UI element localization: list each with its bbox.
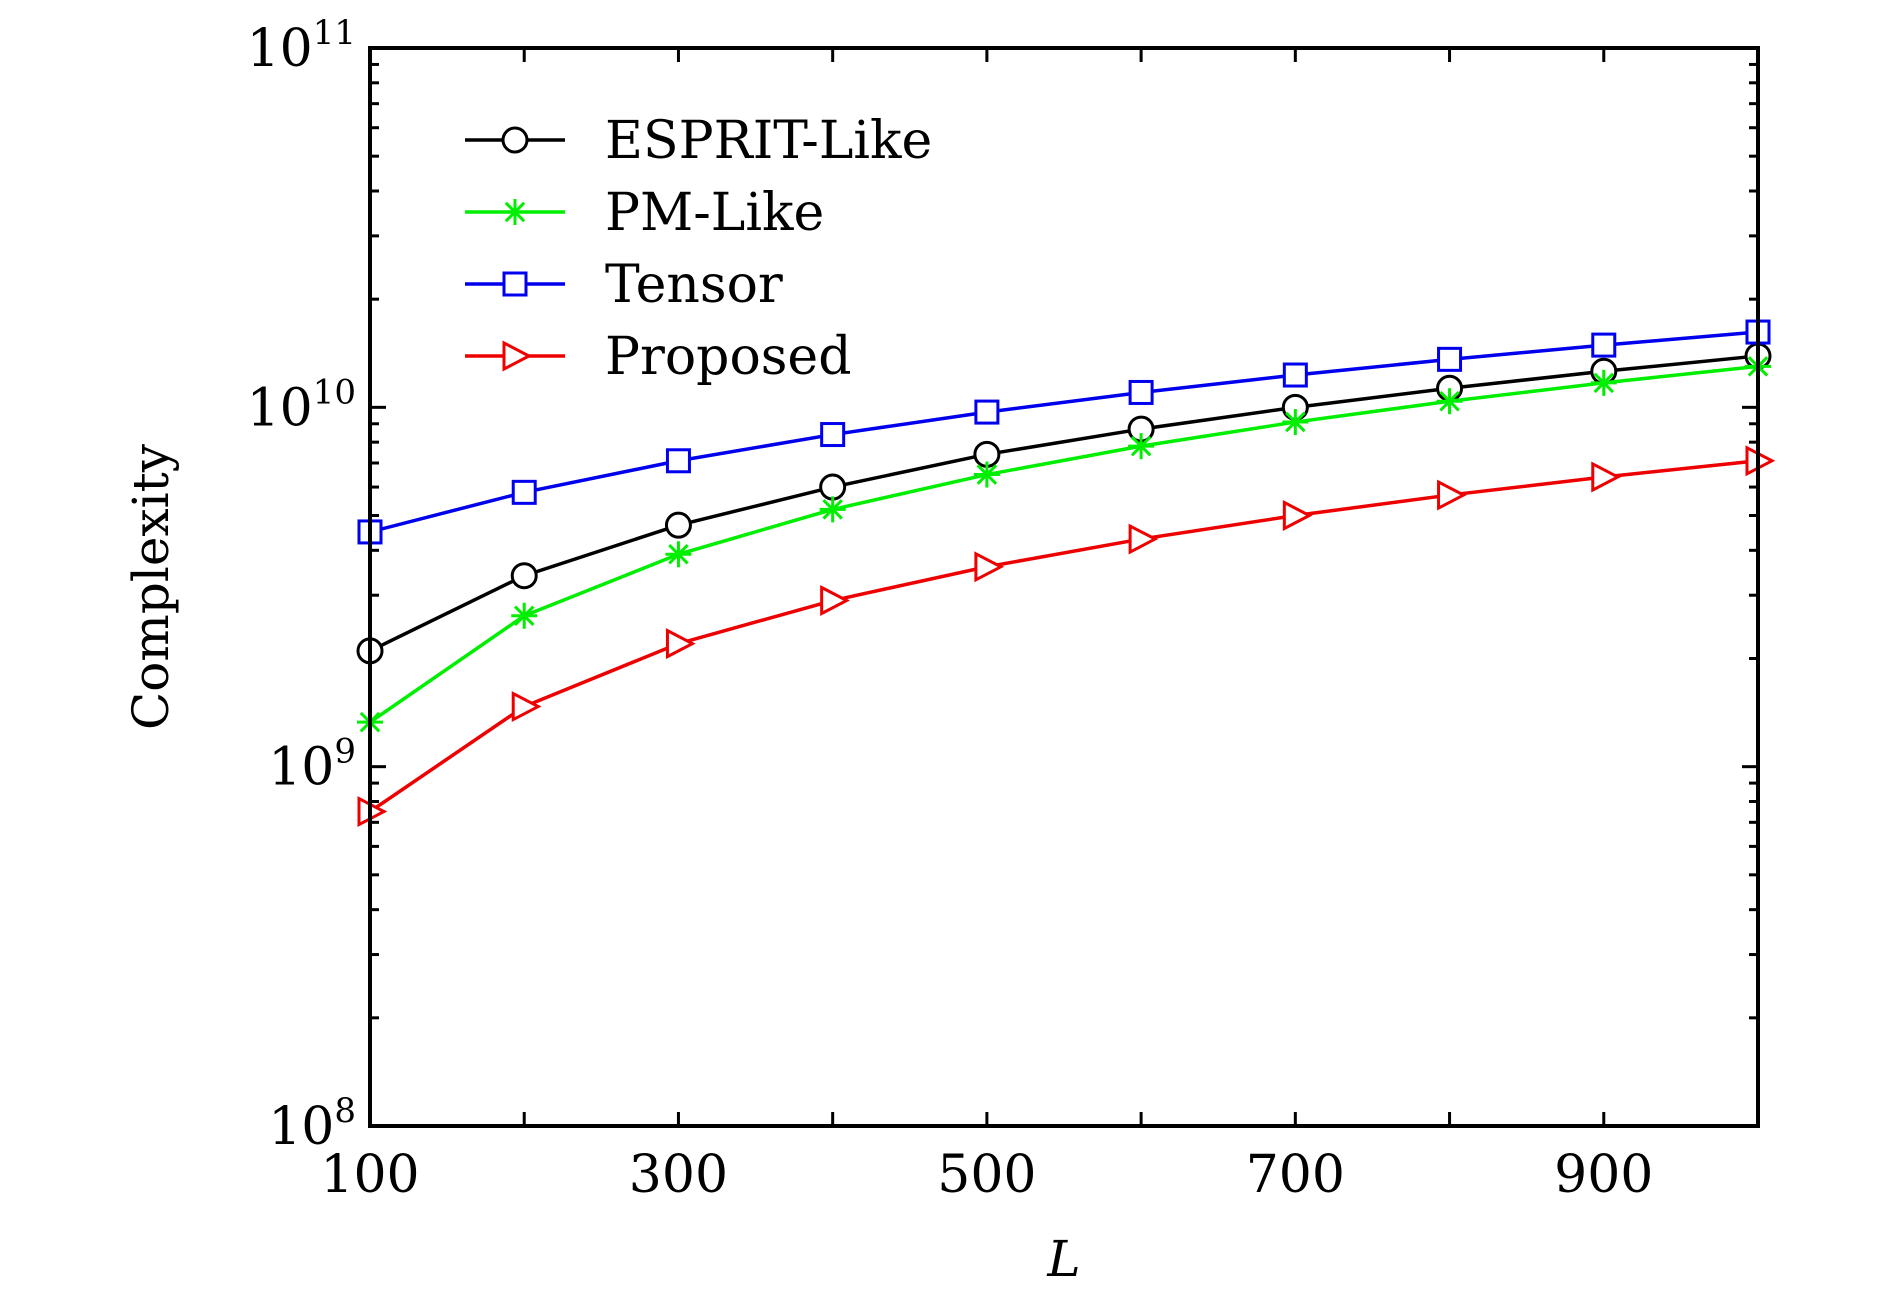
x-axis-label: L	[1046, 1230, 1080, 1288]
data-point-esprit-like	[819, 473, 847, 501]
y-tick-exponent: 8	[334, 1091, 356, 1131]
data-point-proposed	[820, 585, 850, 616]
legend-item-proposed: Proposed	[465, 327, 852, 387]
data-point-tensor	[1128, 379, 1154, 405]
series-esprit-like	[356, 342, 1772, 665]
series-line-tensor	[369, 330, 1759, 534]
data-point-pm-like	[819, 496, 846, 523]
data-point-proposed	[1128, 523, 1159, 555]
data-point-pm-like	[511, 602, 538, 629]
data-point-tensor	[1591, 332, 1617, 358]
legend-item-pm-like: PM-Like	[465, 183, 824, 243]
series-proposed	[357, 445, 1776, 828]
data-point-tensor	[820, 422, 846, 448]
y-tick-exponent: 10	[313, 372, 356, 412]
data-point-pm-like	[665, 541, 692, 568]
data-point-proposed	[1437, 479, 1467, 511]
data-point-tensor	[665, 448, 691, 474]
y-tick-exponent: 11	[313, 13, 356, 53]
asterisk-stroke	[504, 201, 526, 223]
legend-item-esprit-like: ESPRIT-Like	[465, 111, 932, 171]
axis-ticks	[368, 46, 1760, 1128]
legend-marker	[501, 126, 529, 154]
data-point-pm-like	[1128, 433, 1155, 460]
asterisk-stroke	[1439, 390, 1460, 412]
asterisk-stroke	[513, 605, 535, 627]
series-pm-like	[357, 353, 1771, 736]
series-layer	[356, 319, 1776, 828]
x-tick-label: 700	[1246, 1145, 1345, 1205]
asterisk-stroke	[1130, 435, 1152, 457]
asterisk-stroke	[1593, 372, 1615, 394]
series-line-esprit-like	[369, 354, 1759, 653]
data-point-tensor	[974, 399, 1000, 425]
data-point-proposed	[511, 691, 542, 723]
data-point-pm-like	[973, 461, 1000, 488]
legend-item-tensor: Tensor	[465, 255, 783, 315]
data-point-proposed	[974, 551, 1005, 583]
y-axis-label: Complexity	[122, 443, 180, 730]
data-point-tensor	[1282, 362, 1308, 388]
legend-marker	[502, 271, 528, 297]
data-point-proposed	[1282, 500, 1313, 531]
series-line-proposed	[369, 459, 1759, 814]
legend-label: ESPRIT-Like	[605, 111, 932, 171]
y-tick-base: 10	[247, 19, 313, 79]
legend-label: Tensor	[605, 255, 783, 315]
data-point-tensor	[511, 479, 537, 505]
y-tick-label: 108	[268, 1091, 356, 1157]
asterisk-stroke	[668, 544, 689, 565]
asterisk-stroke	[1285, 411, 1306, 433]
data-point-proposed	[665, 628, 696, 660]
legend-marker	[502, 199, 528, 225]
data-point-esprit-like	[510, 562, 538, 590]
data-point-esprit-like	[664, 511, 692, 539]
y-tick-base: 10	[268, 738, 334, 798]
x-tick-label: 100	[320, 1145, 419, 1205]
legend-label: PM-Like	[605, 183, 824, 243]
legend-marker	[502, 340, 533, 372]
data-point-tensor	[1437, 346, 1463, 372]
y-tick-exponent: 9	[334, 732, 356, 772]
data-point-pm-like	[1436, 388, 1463, 415]
plot-frame	[368, 46, 1760, 1128]
x-tick-label: 300	[629, 1145, 728, 1205]
y-tick-label: 109	[268, 732, 356, 798]
data-point-pm-like	[1282, 409, 1309, 436]
asterisk-stroke	[976, 464, 998, 485]
y-tick-base: 10	[268, 1097, 334, 1157]
series-tensor	[357, 319, 1771, 545]
asterisk-stroke	[822, 499, 843, 520]
x-tick-label: 500	[937, 1145, 1036, 1205]
series-line-pm-like	[369, 364, 1759, 724]
x-tick-labels: 100 300 500 700 900	[320, 1145, 1653, 1205]
y-tick-label: 1011	[247, 13, 356, 79]
legend: ESPRIT-Like PM-Like Tensor Proposed	[465, 111, 932, 387]
y-tick-base: 10	[247, 378, 313, 438]
y-tick-label: 1010	[247, 372, 356, 438]
legend-label: Proposed	[605, 327, 852, 387]
x-tick-label: 900	[1554, 1145, 1653, 1205]
data-point-proposed	[1591, 461, 1622, 493]
data-point-pm-like	[1590, 369, 1617, 396]
